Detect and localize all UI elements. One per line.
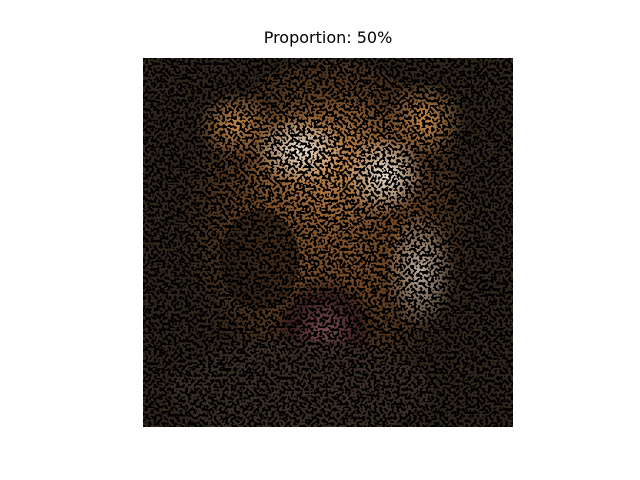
image: [143, 58, 513, 427]
title: Proportion: 50%: [264, 28, 393, 47]
